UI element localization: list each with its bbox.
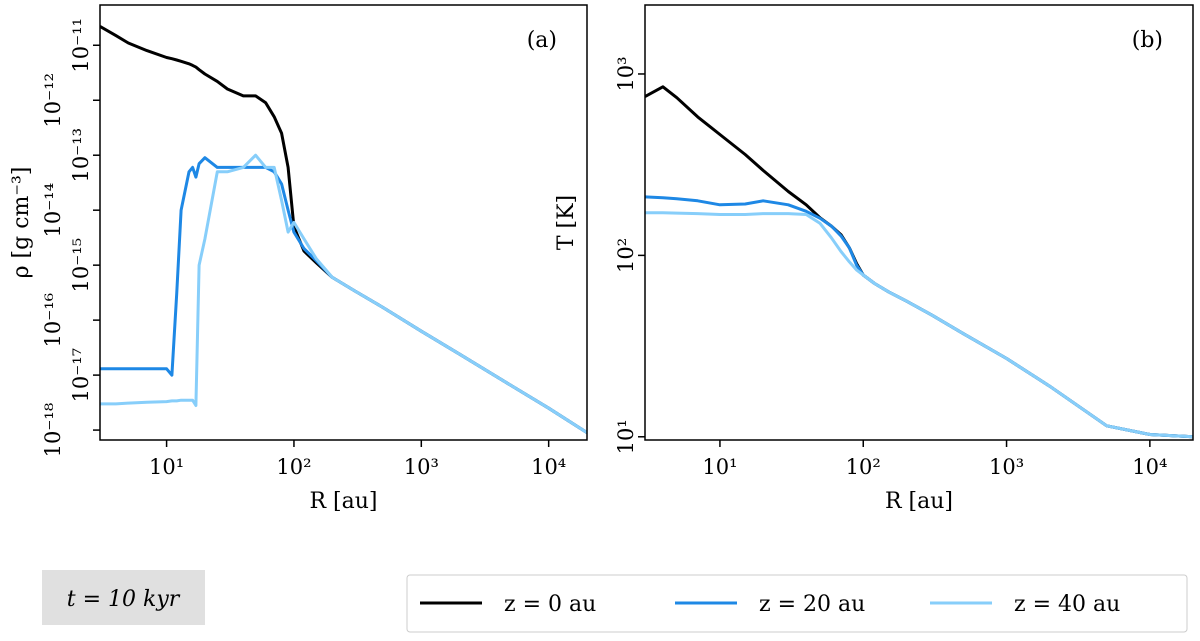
x-tick-label: 10⁴ bbox=[531, 455, 566, 479]
x-tick-label: 10³ bbox=[989, 455, 1024, 479]
x-axis-label: R [au] bbox=[309, 489, 377, 514]
data-line bbox=[645, 195, 1193, 439]
y-tick-label: 10⁻¹² bbox=[41, 73, 65, 128]
y-tick-label: 10¹ bbox=[614, 419, 638, 454]
y-tick-label: 10⁻¹¹ bbox=[69, 18, 93, 73]
x-tick-label: 10² bbox=[276, 455, 311, 479]
y-tick-label: 10⁻¹⁴ bbox=[41, 183, 65, 238]
time-label: t = 10 kyr bbox=[67, 587, 181, 612]
y-tick-label: 10⁻¹⁶ bbox=[41, 293, 65, 348]
x-tick-label: 10¹ bbox=[702, 455, 737, 479]
x-axis-label: R [au] bbox=[885, 489, 953, 514]
y-tick-label: 10⁻¹⁷ bbox=[69, 348, 93, 403]
panel-label: (b) bbox=[1132, 28, 1163, 53]
x-tick-label: 10³ bbox=[404, 455, 439, 479]
time-box bbox=[42, 570, 205, 625]
data-line bbox=[100, 153, 587, 434]
legend bbox=[406, 574, 1188, 633]
x-tick-label: 10⁴ bbox=[1132, 455, 1167, 479]
y-tick-label: 10⁻¹⁵ bbox=[69, 238, 93, 293]
data-line bbox=[100, 156, 587, 434]
data-line bbox=[645, 85, 1193, 439]
data-line bbox=[645, 211, 1193, 439]
axes-frame bbox=[644, 4, 1194, 441]
legend-label: z = 40 au bbox=[1014, 592, 1120, 617]
y-tick-label: 10⁻¹³ bbox=[69, 128, 93, 183]
y-tick-label: 10³ bbox=[614, 56, 638, 91]
x-tick-label: 10² bbox=[846, 455, 881, 479]
y-axis-label: ρ [g cm⁻³] bbox=[9, 167, 34, 279]
axes-frame bbox=[99, 4, 588, 441]
y-tick-label: 10² bbox=[614, 238, 638, 273]
x-tick-label: 10¹ bbox=[149, 455, 184, 479]
panel-label: (a) bbox=[527, 28, 557, 53]
legend-label: z = 20 au bbox=[759, 592, 865, 617]
y-tick-label: 10⁻¹⁸ bbox=[41, 403, 65, 458]
legend-label: z = 0 au bbox=[504, 592, 596, 617]
y-axis-label: T [K] bbox=[554, 195, 579, 250]
